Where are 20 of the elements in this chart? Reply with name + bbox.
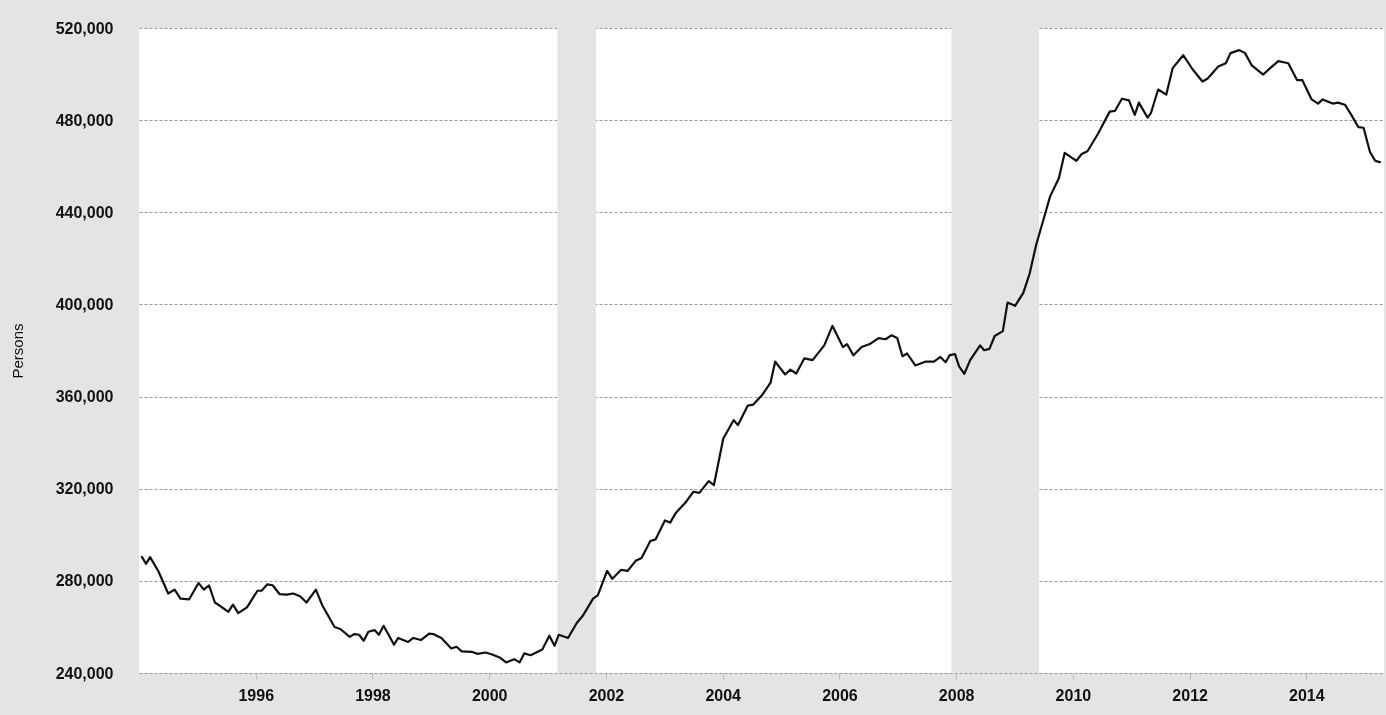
y-axis-title: Persons: [8, 323, 26, 379]
y-tick-label: 400,000: [55, 295, 114, 313]
x-tick-label: 1996: [238, 686, 275, 704]
y-tick-label: 280,000: [55, 572, 114, 590]
line-series: [140, 49, 1382, 664]
x-tick-label: 2006: [822, 686, 858, 704]
y-tick-label: 440,000: [55, 203, 114, 221]
x-tick-label: 2008: [938, 686, 975, 704]
y-tick-label: 520,000: [55, 19, 114, 37]
x-tick-label: 2010: [1055, 686, 1092, 704]
y-tick-label: 360,000: [55, 388, 114, 406]
y-tick-label: 240,000: [55, 664, 114, 682]
x-tick-label: 2012: [1172, 686, 1209, 704]
x-tick-label: 2004: [705, 686, 742, 704]
y-tick-label: 320,000: [55, 480, 114, 498]
x-tick-label: 2014: [1289, 686, 1325, 704]
x-tick-label: 2000: [471, 686, 508, 704]
x-tick-label: 2002: [588, 686, 625, 704]
y-tick-label: 480,000: [55, 111, 114, 129]
x-tick-label: 1998: [355, 686, 391, 704]
